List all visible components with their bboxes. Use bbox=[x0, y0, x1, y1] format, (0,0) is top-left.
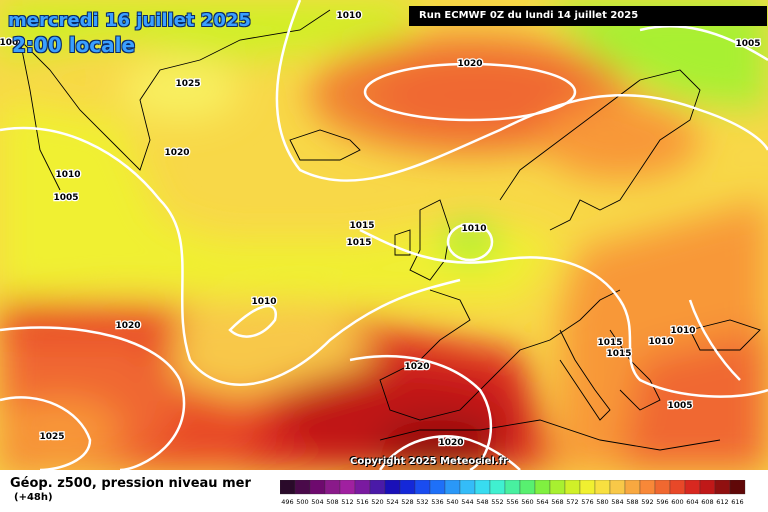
scale-swatch bbox=[564, 480, 581, 495]
scale-label: 556 bbox=[506, 498, 518, 506]
scale-label: 552 bbox=[491, 498, 503, 506]
scale-swatch bbox=[609, 480, 626, 495]
scale-swatch bbox=[729, 480, 746, 495]
scale-label: 508 bbox=[326, 498, 338, 506]
scale-label: 516 bbox=[356, 498, 368, 506]
scale-swatch bbox=[489, 480, 506, 495]
scale-label: 500 bbox=[296, 498, 308, 506]
scale-swatch bbox=[354, 480, 371, 495]
pressure-label: 1005 bbox=[0, 38, 25, 48]
scale-swatch bbox=[294, 480, 311, 495]
legend-bar: Géop. z500, pression niveau mer (+48h) 4… bbox=[0, 470, 768, 512]
scale-swatch bbox=[639, 480, 656, 495]
scale-label: 524 bbox=[386, 498, 398, 506]
scale-swatch bbox=[684, 480, 701, 495]
scale-swatch bbox=[519, 480, 536, 495]
pressure-label: 1015 bbox=[346, 238, 371, 248]
scale-swatch bbox=[384, 480, 401, 495]
scale-label: 596 bbox=[656, 498, 668, 506]
scale-swatch bbox=[699, 480, 716, 495]
scale-swatch bbox=[549, 480, 566, 495]
scale-swatch bbox=[654, 480, 671, 495]
scale-label: 560 bbox=[521, 498, 533, 506]
z500-map: 1010100510201025102010101005100510151015… bbox=[0, 0, 768, 470]
scale-swatch bbox=[444, 480, 461, 495]
scale-swatch bbox=[309, 480, 326, 495]
scale-label: 544 bbox=[461, 498, 473, 506]
pressure-label: 1010 bbox=[55, 170, 80, 180]
scale-label: 608 bbox=[701, 498, 713, 506]
scale-label: 576 bbox=[581, 498, 593, 506]
scale-label: 540 bbox=[446, 498, 458, 506]
pressure-label: 1020 bbox=[164, 148, 189, 158]
pressure-label: 1005 bbox=[53, 193, 78, 203]
scale-swatch bbox=[579, 480, 596, 495]
forecast-date: mercredi 16 juillet 2025 bbox=[8, 10, 251, 31]
scale-swatch bbox=[459, 480, 476, 495]
scale-swatch bbox=[399, 480, 416, 495]
scale-swatch bbox=[534, 480, 551, 495]
coastlines bbox=[19, 9, 761, 451]
scale-label: 564 bbox=[536, 498, 548, 506]
scale-label: 604 bbox=[686, 498, 698, 506]
scale-swatch bbox=[324, 480, 341, 495]
scale-label: 512 bbox=[341, 498, 353, 506]
pressure-label: 1020 bbox=[438, 438, 463, 448]
scale-label: 528 bbox=[401, 498, 413, 506]
pressure-label: 1010 bbox=[461, 224, 486, 234]
pressure-label: 1015 bbox=[597, 338, 622, 348]
scale-swatch bbox=[714, 480, 731, 495]
scale-swatch bbox=[504, 480, 521, 495]
pressure-label: 1015 bbox=[606, 349, 631, 359]
scale-label: 588 bbox=[626, 498, 638, 506]
scale-swatch bbox=[339, 480, 356, 495]
variable-title: Géop. z500, pression niveau mer bbox=[10, 476, 251, 491]
scale-label: 580 bbox=[596, 498, 608, 506]
scale-swatch bbox=[474, 480, 491, 495]
scale-label: 496 bbox=[281, 498, 293, 506]
scale-swatch bbox=[369, 480, 386, 495]
scale-label: 616 bbox=[731, 498, 743, 506]
pressure-label: 1005 bbox=[667, 401, 692, 411]
pressure-label: 1005 bbox=[735, 39, 760, 49]
scale-label: 592 bbox=[641, 498, 653, 506]
scale-label: 572 bbox=[566, 498, 578, 506]
scale-swatch bbox=[669, 480, 686, 495]
scale-label: 520 bbox=[371, 498, 383, 506]
color-scale: 496 500 504 508 512 516 520 524 528 532 536 540 544 5… bbox=[280, 480, 746, 506]
scale-label: 536 bbox=[431, 498, 443, 506]
scale-label: 532 bbox=[416, 498, 428, 506]
scale-swatch bbox=[280, 480, 296, 495]
pressure-label: 1020 bbox=[115, 321, 140, 331]
pressure-label: 1010 bbox=[670, 326, 695, 336]
pressure-label: 1025 bbox=[39, 432, 64, 442]
pressure-label: 1020 bbox=[457, 59, 482, 69]
pressure-label: 1010 bbox=[251, 297, 276, 307]
scale-swatch bbox=[624, 480, 641, 495]
scale-label: 504 bbox=[311, 498, 323, 506]
scale-swatch bbox=[594, 480, 611, 495]
scale-swatch bbox=[414, 480, 431, 495]
scale-label: 584 bbox=[611, 498, 623, 506]
isobars bbox=[0, 0, 768, 470]
pressure-label: 1015 bbox=[349, 221, 374, 231]
pressure-label: 1020 bbox=[404, 362, 429, 372]
pressure-label: 1010 bbox=[648, 337, 673, 347]
pressure-label: 1025 bbox=[175, 79, 200, 89]
scale-swatch bbox=[429, 480, 446, 495]
pressure-label: 1010 bbox=[336, 11, 361, 21]
forecast-time: 2:00 locale bbox=[12, 33, 136, 57]
scale-label: 548 bbox=[476, 498, 488, 506]
lead-time: (+48h) bbox=[14, 492, 53, 503]
pressure-labels: 1010100510201025102010101005100510151015… bbox=[0, 10, 762, 450]
copyright-notice: Copyright 2025 Meteociel.fr bbox=[350, 456, 508, 467]
model-run-banner: Run ECMWF 0Z du lundi 14 juillet 2025 bbox=[409, 6, 767, 26]
scale-label: 568 bbox=[551, 498, 563, 506]
scale-label: 600 bbox=[671, 498, 683, 506]
scale-label: 612 bbox=[716, 498, 728, 506]
